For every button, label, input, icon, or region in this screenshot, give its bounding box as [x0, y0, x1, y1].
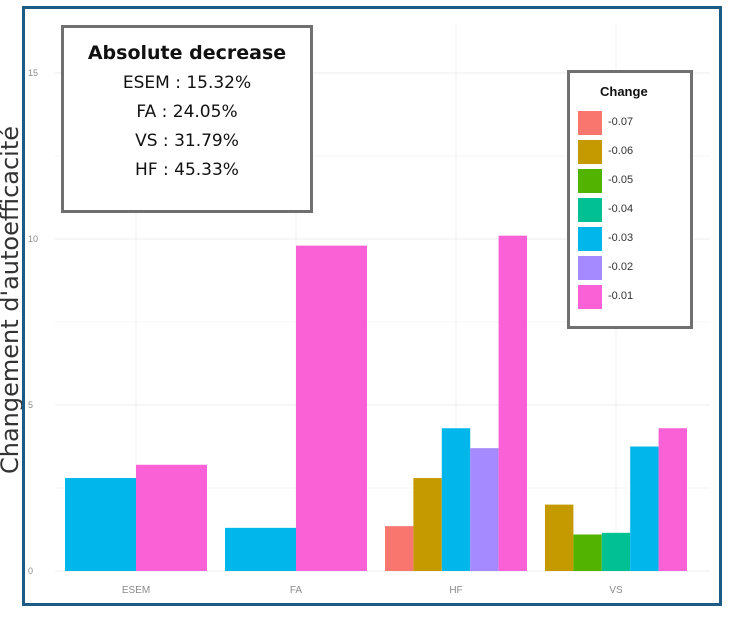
legend-label: -0.07 — [608, 116, 634, 128]
decrease-esem: ESEM : 15.32% — [122, 73, 252, 93]
bar-hf-minus-0-07 — [385, 526, 414, 571]
legend-swatch — [578, 285, 602, 309]
bar-hf-minus-0-03 — [441, 428, 471, 571]
bar-hf-minus-0-01 — [498, 235, 527, 571]
bar-vs-minus-0-03 — [630, 446, 659, 571]
legend-item: -0.04 — [578, 198, 678, 222]
legend: Change -0.07 -0.06 -0.05 -0.04 -0.03 -0.… — [567, 70, 693, 329]
bar-esem-minus-0-01 — [136, 464, 207, 571]
decrease-vs: VS : 31.79% — [135, 131, 239, 151]
x-tick-labels: ESEM FA HF VS — [122, 585, 623, 596]
y-axis-label: Changement d'autoefficacité — [0, 125, 24, 475]
decrease-hf: HF : 45.33% — [135, 160, 239, 180]
legend-title: Change — [600, 84, 648, 99]
legend-swatch — [578, 169, 602, 193]
bar-fa-minus-0-03 — [225, 527, 296, 571]
legend-swatch — [578, 111, 602, 135]
y-tick-label: 0 — [28, 566, 33, 576]
legend-label: -0.02 — [608, 261, 634, 273]
bars — [65, 235, 687, 571]
legend-label: -0.01 — [608, 290, 634, 302]
decrease-fa: FA : 24.05% — [136, 102, 238, 122]
legend-swatch — [578, 256, 602, 280]
y-tick-label: 10 — [28, 234, 38, 244]
legend-item: -0.06 — [578, 140, 678, 164]
legend-item: -0.01 — [578, 285, 678, 309]
legend-item: -0.05 — [578, 169, 678, 193]
legend-label: -0.03 — [608, 232, 634, 244]
bar-vs-minus-0-06 — [545, 504, 574, 571]
chart-frame: 0 5 10 15 ESEM FA HF VS Absolute decrease ESEM… — [22, 6, 722, 606]
legend-item: -0.03 — [578, 227, 678, 251]
legend-swatch — [578, 227, 602, 251]
bar-vs-minus-0-05 — [573, 534, 602, 571]
y-tick-label: 5 — [28, 400, 33, 410]
legend-swatch — [578, 140, 602, 164]
bar-vs-minus-0-04 — [601, 532, 631, 571]
bar-hf-minus-0-02 — [470, 448, 499, 571]
y-tick-label: 15 — [28, 68, 38, 78]
x-tick-label: VS — [609, 585, 623, 596]
absolute-decrease-title: Absolute decrease — [87, 42, 287, 64]
legend-swatch — [578, 198, 602, 222]
absolute-decrease-box: Absolute decrease ESEM : 15.32% FA : 24.… — [61, 25, 313, 213]
legend-label: -0.05 — [608, 174, 634, 186]
x-tick-label: ESEM — [122, 585, 150, 596]
y-tick-labels: 0 5 10 15 — [28, 68, 38, 576]
bar-esem-minus-0-03 — [65, 478, 136, 571]
bar-hf-minus-0-06 — [413, 478, 442, 571]
bar-fa-minus-0-01 — [296, 245, 367, 571]
bar-vs-minus-0-01 — [658, 428, 687, 571]
legend-item: -0.07 — [578, 111, 678, 135]
x-tick-label: FA — [290, 585, 303, 596]
legend-label: -0.06 — [608, 145, 634, 157]
x-tick-label: HF — [449, 585, 462, 596]
legend-label: -0.04 — [608, 203, 634, 215]
legend-item: -0.02 — [578, 256, 678, 280]
